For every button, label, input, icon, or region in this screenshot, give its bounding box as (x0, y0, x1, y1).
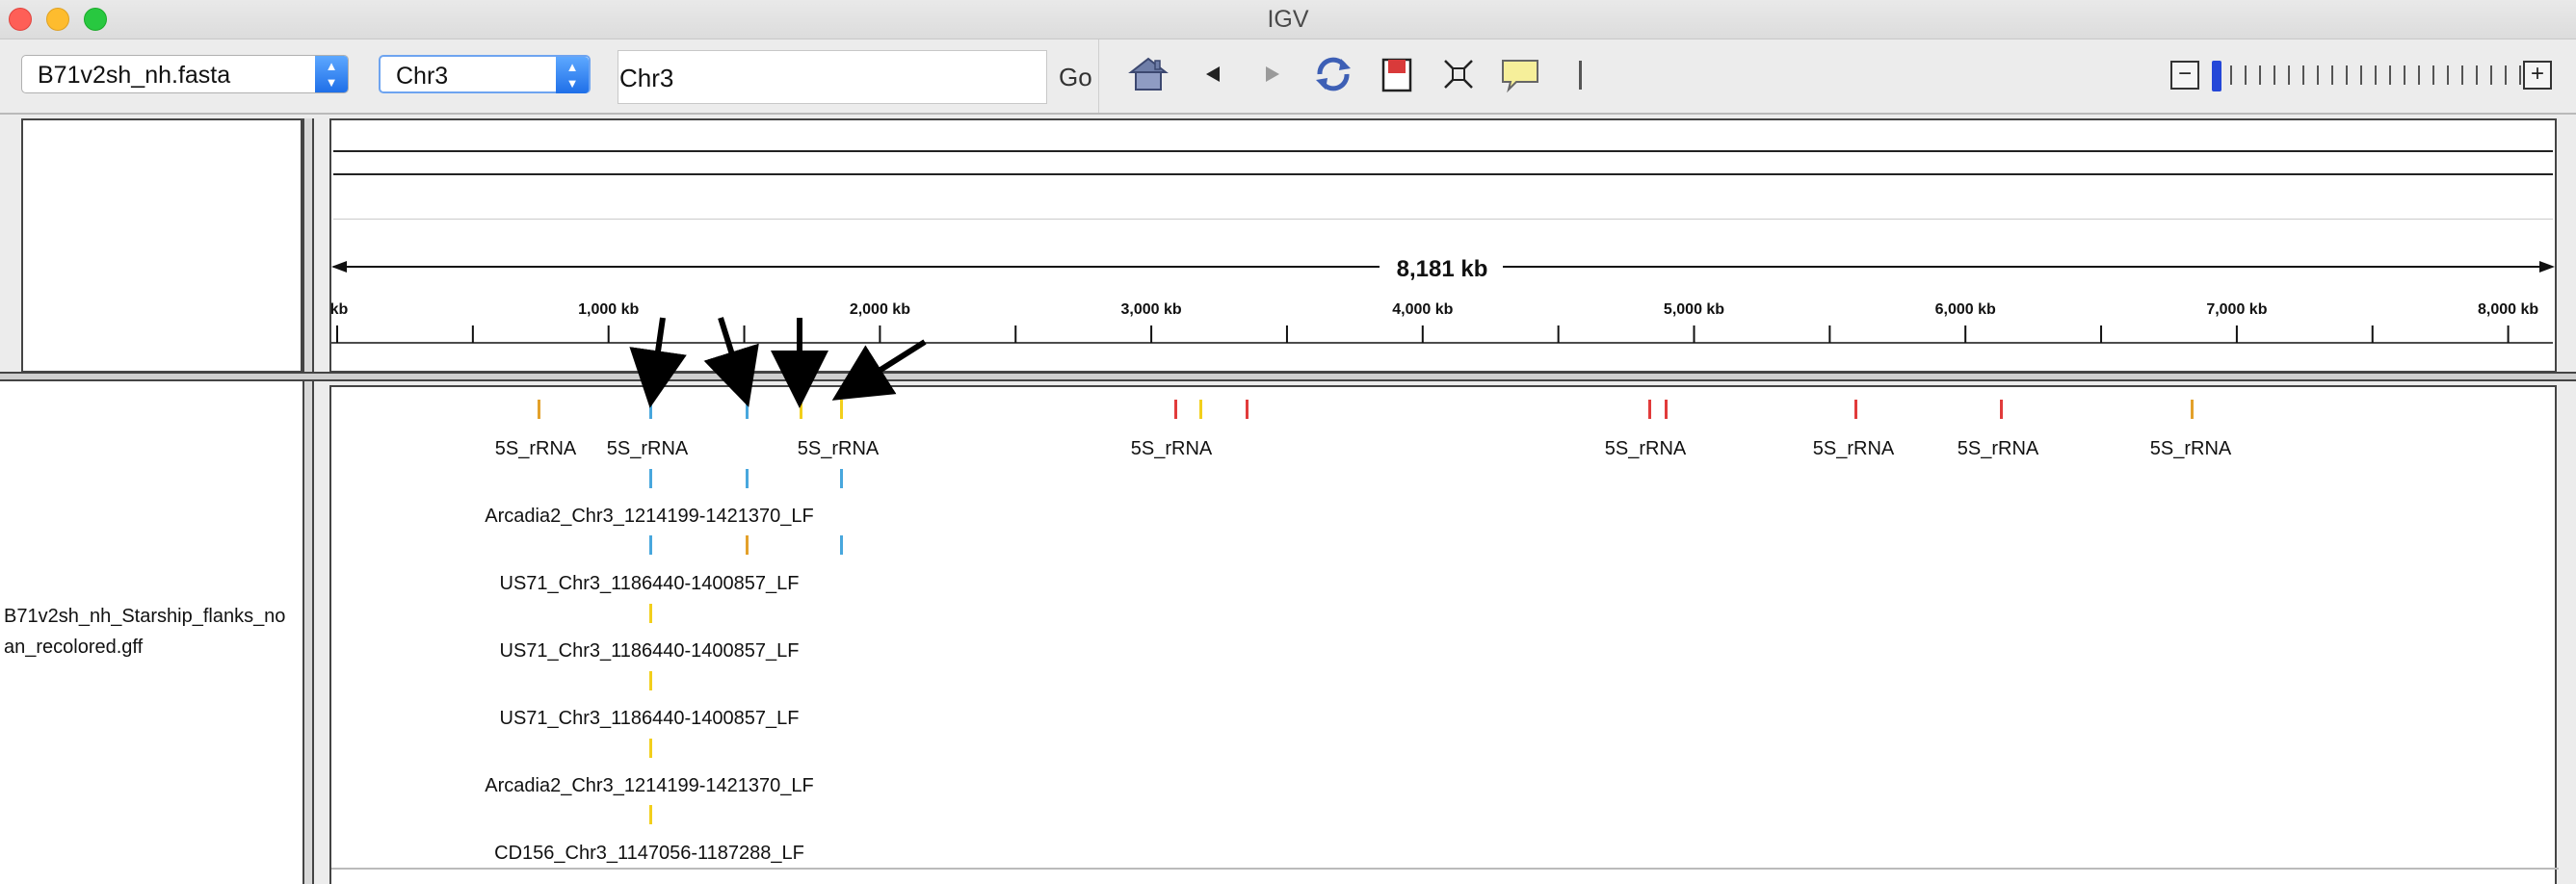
toolbar: B71v2sh_nh.fasta ▲ ▼ Chr3 ▲ ▼ Chr3 Go (0, 39, 2576, 115)
select-arrows-icon: ▲ ▼ (315, 56, 348, 92)
title-bar: IGV (0, 0, 2576, 39)
ruler-tick-label: 4,000 kb (1392, 301, 1453, 318)
locus-input[interactable]: Chr3 (618, 50, 1047, 104)
go-button[interactable]: Go (1059, 63, 1092, 91)
zoom-tick (2302, 65, 2304, 85)
zoom-tick (2245, 65, 2247, 85)
genome-select-value: B71v2sh_nh.fasta (38, 62, 231, 89)
roi-icon[interactable] (1380, 55, 1413, 93)
zoom-tick (2404, 65, 2405, 85)
ruler-tick-label: 1,000 kb (578, 301, 639, 318)
ruler-panel (329, 118, 2557, 373)
toolbar-divider (1098, 39, 1099, 113)
ruler: 8,181 kb kb 1,000 kb 2,000 kb 3,000 kb 4,000… (330, 250, 2555, 344)
track-name-line1: B71v2sh_nh_Starship_flanks_no (4, 606, 286, 627)
zoom-tick (2274, 65, 2275, 85)
close-window-button[interactable] (9, 8, 32, 31)
zoom-window-button[interactable] (84, 8, 107, 31)
ruler-tick-label: 2,000 kb (850, 301, 910, 318)
toolbar-separator (1579, 61, 1582, 90)
chromosome-ideogram[interactable] (333, 150, 2553, 175)
zoom-tick (2418, 65, 2420, 85)
genome-select[interactable]: B71v2sh_nh.fasta ▲ ▼ (21, 55, 349, 93)
zoom-tick (2331, 65, 2333, 85)
track-name-line2: an_recolored.gff (4, 637, 144, 658)
popup-info-icon[interactable] (1499, 55, 1541, 93)
ideogram-box (333, 219, 2553, 364)
chromosome-select-value: Chr3 (396, 63, 449, 90)
ruler-span-label: 8,181 kb (1397, 256, 1488, 282)
zoom-tick (2288, 65, 2290, 85)
track-divider (0, 372, 2576, 381)
zoom-tick (2360, 65, 2362, 85)
zoom-tick (2346, 65, 2348, 85)
zoom-tick (2375, 65, 2377, 85)
ruler-tick-label: 8,000 kb (2478, 301, 2538, 318)
track-name[interactable]: B71v2sh_nh_Starship_flanks_no an_recolor… (4, 601, 301, 663)
feature-track-panel[interactable] (329, 385, 2559, 884)
select-arrows-icon: ▲ ▼ (556, 57, 589, 93)
resize-icon[interactable] (1441, 55, 1476, 93)
zoom-tick (2461, 65, 2463, 85)
zoom-tick (2317, 65, 2319, 85)
ruler-tick-label: 7,000 kb (2206, 301, 2267, 318)
chromosome-select[interactable]: Chr3 ▲ ▼ (379, 55, 591, 93)
zoom-in-button[interactable]: + (2523, 61, 2552, 90)
ruler-tick-label: 6,000 kb (1935, 301, 1996, 318)
panel-divider (302, 118, 314, 884)
ruler-tick-label: 5,000 kb (1664, 301, 1724, 318)
zoom-tick (2432, 65, 2434, 85)
window-title: IGV (1267, 6, 1309, 33)
ideogram-name-panel (21, 118, 302, 373)
zoom-tick (2389, 65, 2391, 85)
track-bottom-line (331, 868, 2559, 870)
minimize-window-button[interactable] (46, 8, 69, 31)
locus-input-value: Chr3 (619, 64, 674, 92)
zoom-tick (2505, 65, 2507, 85)
zoom-tick (2230, 65, 2232, 85)
back-icon[interactable] (1200, 55, 1225, 93)
ruler-tick-label: kb (330, 301, 349, 318)
zoom-thumb[interactable] (2212, 61, 2221, 91)
refresh-icon[interactable] (1312, 55, 1354, 93)
zoom-slider[interactable] (2208, 39, 2536, 113)
zoom-tick (2259, 65, 2261, 85)
zoom-tick (2490, 65, 2492, 85)
home-icon[interactable] (1127, 55, 1170, 93)
forward-icon[interactable] (1260, 55, 1285, 93)
zoom-tick (2447, 65, 2449, 85)
zoom-out-button[interactable]: − (2170, 61, 2199, 90)
zoom-tick (2476, 65, 2478, 85)
zoom-tick (2519, 65, 2521, 85)
ruler-tick-label: 3,000 kb (1121, 301, 1182, 318)
track-name-panel: B71v2sh_nh_Starship_flanks_no an_recolor… (0, 381, 302, 884)
